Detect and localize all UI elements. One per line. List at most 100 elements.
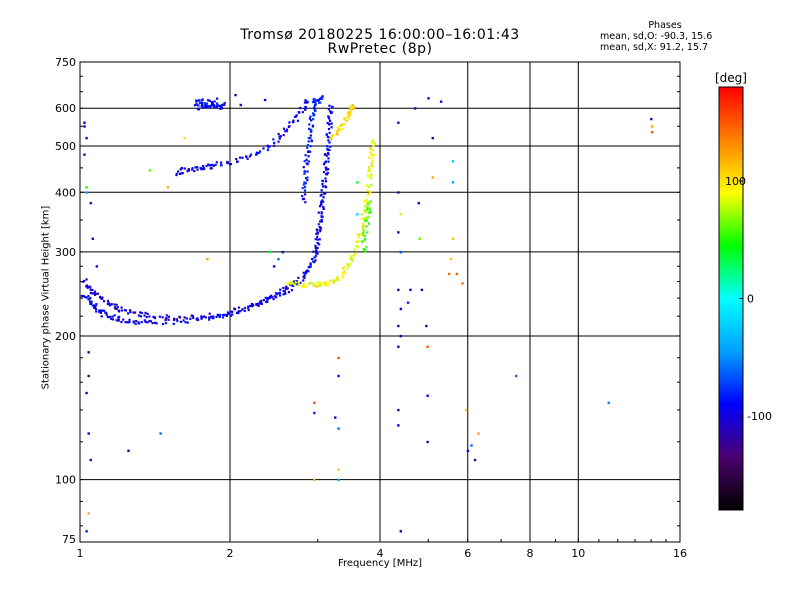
echo-point — [246, 157, 249, 160]
echo-point — [89, 302, 92, 306]
echo-point — [366, 203, 370, 206]
echo-point — [308, 127, 311, 131]
echo-point — [373, 142, 376, 145]
echo-point — [309, 137, 312, 140]
echo-point — [85, 186, 88, 189]
echo-point — [164, 322, 168, 325]
echo-point — [304, 101, 307, 104]
echo-point — [117, 310, 121, 313]
echo-point — [343, 122, 346, 125]
echo-point — [365, 245, 368, 249]
echo-point — [266, 300, 269, 304]
echo-point — [327, 127, 331, 131]
echo-point — [201, 98, 204, 101]
echo-point — [426, 440, 429, 444]
echo-point — [241, 156, 244, 159]
echo-point — [257, 302, 260, 305]
echo-point — [203, 104, 207, 107]
phases-o-line: mean, sd,O: -90.3, 15.6 — [600, 31, 713, 42]
echo-point — [327, 168, 330, 171]
echo-point — [113, 306, 116, 309]
echo-point — [255, 303, 258, 306]
echo-point — [225, 314, 228, 317]
echo-point — [310, 130, 313, 133]
echo-point — [236, 160, 239, 163]
echo-point — [268, 295, 272, 299]
echo-point — [304, 177, 308, 180]
echo-point — [209, 167, 212, 170]
echo-point — [331, 134, 334, 137]
echo-point — [250, 302, 254, 306]
echo-point — [515, 374, 518, 378]
echo-point — [312, 98, 315, 101]
echo-point — [337, 468, 340, 471]
echo-point — [302, 279, 305, 282]
echo-point — [173, 318, 176, 322]
echo-point — [183, 136, 186, 140]
echo-point — [98, 309, 101, 312]
echo-point — [322, 163, 326, 166]
echo-point — [371, 149, 374, 152]
echo-point — [272, 144, 276, 147]
echo-point — [366, 174, 369, 177]
echo-point — [306, 179, 309, 182]
echo-point — [330, 111, 334, 114]
echo-point — [106, 299, 110, 303]
echo-point — [243, 309, 246, 313]
echo-point — [272, 138, 275, 141]
echo-point — [425, 324, 428, 328]
echo-point — [180, 166, 184, 170]
echo-point — [337, 356, 340, 360]
echo-point — [323, 284, 327, 287]
echo-point — [257, 151, 261, 155]
echo-point — [95, 303, 98, 306]
echo-point — [349, 105, 352, 108]
echo-point — [361, 228, 364, 231]
echo-point — [439, 100, 443, 103]
echo-point — [204, 105, 207, 109]
echo-point — [368, 170, 371, 173]
echo-point — [317, 283, 320, 286]
echo-point — [326, 147, 329, 151]
echo-point — [111, 315, 114, 318]
echo-point — [309, 263, 312, 266]
echo-point — [303, 160, 306, 163]
echo-point — [204, 102, 207, 105]
echo-point — [209, 105, 212, 109]
echo-point — [83, 153, 86, 156]
echo-point — [318, 281, 321, 284]
echo-point — [270, 294, 273, 297]
echo-point — [304, 272, 307, 275]
echo-point — [397, 121, 400, 124]
echo-point — [321, 95, 324, 98]
echo-point — [278, 291, 282, 294]
echo-point — [313, 478, 316, 481]
echo-point — [361, 213, 364, 216]
echo-point — [348, 262, 352, 265]
echo-point — [314, 109, 317, 112]
echo-point — [363, 239, 367, 242]
colorbar-tick-label: 0 — [747, 293, 754, 306]
echo-point — [282, 286, 285, 289]
echo-point — [650, 125, 654, 128]
echo-point — [365, 184, 368, 187]
echo-point — [196, 168, 199, 171]
echo-point — [116, 306, 119, 309]
echo-point — [327, 157, 330, 160]
echo-point — [325, 173, 328, 176]
echo-point — [470, 444, 473, 447]
echo-point — [175, 172, 178, 175]
echo-point — [355, 240, 358, 243]
echo-point — [279, 288, 282, 291]
echo-point — [250, 153, 253, 156]
echo-point — [302, 197, 306, 200]
echo-point — [285, 285, 288, 288]
echo-point — [172, 322, 175, 325]
echo-point — [206, 99, 210, 102]
echo-point — [318, 238, 321, 241]
echo-point — [106, 315, 109, 318]
echo-point — [272, 265, 276, 268]
echo-point — [258, 302, 261, 305]
echo-point — [83, 121, 86, 124]
echo-point — [350, 255, 353, 258]
